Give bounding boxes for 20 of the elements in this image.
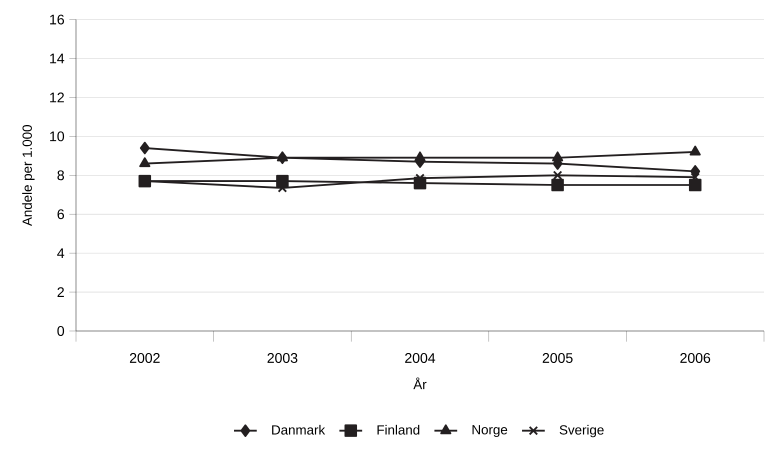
y-tick-label: 14 xyxy=(50,54,64,64)
y-tick-label: 12 xyxy=(50,92,64,102)
x-tick-label: 2002 xyxy=(130,353,160,363)
x-tick-label: 2004 xyxy=(405,353,436,363)
legend-label: Finland xyxy=(378,424,420,435)
x-tick-label: 2006 xyxy=(680,353,710,363)
y-tick-label: 4 xyxy=(57,248,64,258)
legend-label: Sverige xyxy=(560,424,604,438)
legend-label: Danmark xyxy=(272,424,326,435)
x-tick-label: 2005 xyxy=(542,353,573,363)
y-tick-label: 16 xyxy=(50,14,64,24)
y-tick-label: 2 xyxy=(58,287,64,297)
y-axis-title: Andele per 1.000 xyxy=(22,125,35,226)
legend-label: Norge xyxy=(472,425,508,438)
y-tick-label: 0 xyxy=(57,326,64,336)
x-tick-label: 2003 xyxy=(268,353,298,363)
y-tick-label: 6 xyxy=(58,209,64,220)
y-tick-label: 10 xyxy=(50,131,64,142)
y-tick-label: 8 xyxy=(57,170,64,180)
x-axis-title: År xyxy=(413,377,426,390)
